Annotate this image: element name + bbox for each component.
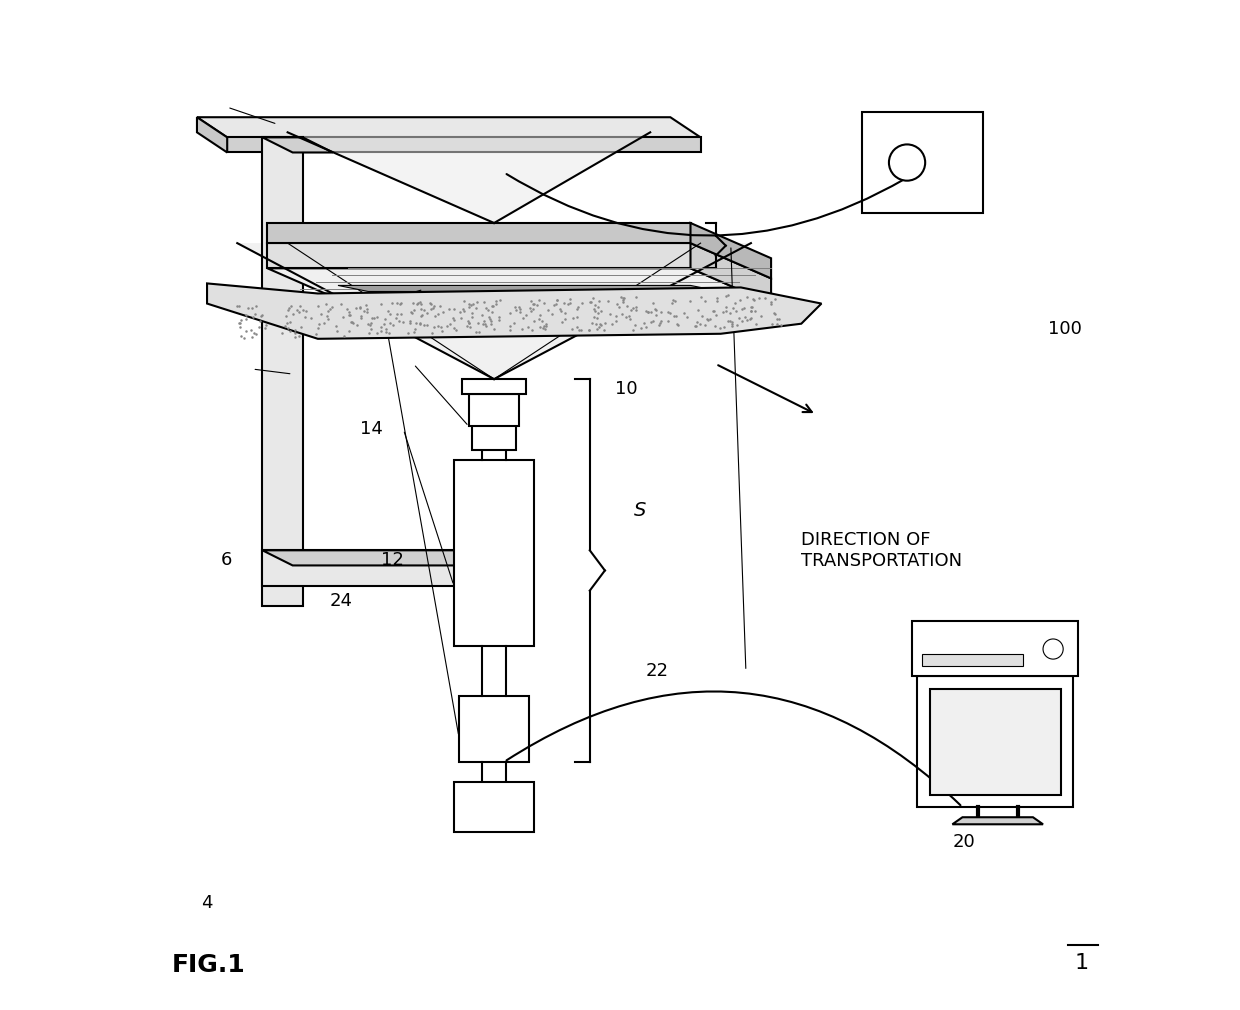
Circle shape — [1043, 639, 1063, 660]
FancyBboxPatch shape — [454, 782, 534, 832]
Polygon shape — [207, 284, 821, 338]
Polygon shape — [263, 137, 303, 606]
Text: 14: 14 — [361, 420, 383, 438]
Polygon shape — [500, 550, 529, 586]
Polygon shape — [339, 286, 720, 292]
Text: 1: 1 — [1074, 953, 1089, 974]
Polygon shape — [237, 243, 751, 379]
FancyBboxPatch shape — [923, 654, 1023, 667]
Polygon shape — [469, 394, 520, 426]
FancyBboxPatch shape — [930, 689, 1061, 795]
Text: DIRECTION OF
TRANSPORTATION: DIRECTION OF TRANSPORTATION — [801, 531, 962, 570]
Polygon shape — [691, 243, 771, 304]
Text: 6: 6 — [221, 551, 232, 570]
Polygon shape — [268, 223, 691, 243]
Polygon shape — [461, 379, 526, 394]
FancyBboxPatch shape — [918, 677, 1074, 807]
Text: 16: 16 — [351, 300, 373, 317]
Polygon shape — [263, 550, 500, 586]
Polygon shape — [691, 223, 771, 279]
Text: 4: 4 — [201, 894, 212, 912]
Text: 24: 24 — [330, 592, 353, 610]
Text: 100: 100 — [1048, 320, 1083, 337]
Polygon shape — [197, 117, 227, 153]
Text: 12: 12 — [381, 551, 403, 570]
Polygon shape — [288, 132, 650, 223]
FancyBboxPatch shape — [459, 696, 529, 762]
Polygon shape — [197, 117, 701, 137]
FancyBboxPatch shape — [472, 424, 516, 449]
Polygon shape — [263, 550, 529, 566]
Polygon shape — [952, 817, 1043, 824]
FancyBboxPatch shape — [862, 112, 982, 213]
FancyBboxPatch shape — [454, 460, 534, 646]
Text: S: S — [634, 501, 646, 519]
Circle shape — [889, 144, 925, 181]
Text: 20: 20 — [952, 833, 975, 851]
FancyBboxPatch shape — [913, 621, 1079, 677]
Text: 22: 22 — [645, 663, 668, 680]
Polygon shape — [268, 269, 771, 304]
Text: FIG.1: FIG.1 — [172, 953, 246, 978]
Polygon shape — [227, 137, 701, 153]
Text: 10: 10 — [615, 380, 637, 398]
Polygon shape — [263, 137, 334, 153]
Polygon shape — [268, 243, 691, 269]
